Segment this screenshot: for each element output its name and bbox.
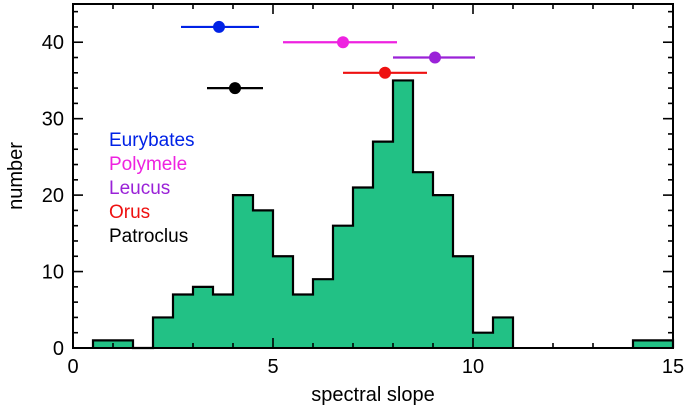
legend-patroclus: Patroclus: [109, 226, 188, 247]
x-tick-label: 5: [267, 356, 278, 378]
legend: Eurybates Polymele Leucus Orus Patroclus: [109, 130, 195, 247]
polymele-point: [337, 36, 349, 49]
histogram-bar: [333, 225, 353, 348]
legend-leucus: Leucus: [109, 178, 170, 199]
orus-point: [379, 66, 391, 79]
histogram-bar: [353, 187, 373, 348]
histogram-bar: [473, 332, 493, 348]
histogram-bar: [413, 172, 433, 348]
histogram-bar: [313, 279, 333, 348]
y-tick-label: 30: [42, 109, 64, 131]
histogram-bar: [373, 141, 393, 348]
histogram-bar: [633, 340, 673, 348]
legend-orus: Orus: [109, 202, 150, 223]
legend-polymele: Polymele: [109, 154, 187, 175]
histogram-bar: [453, 256, 473, 348]
histogram-bar: [393, 80, 413, 348]
y-tick-label: 10: [42, 262, 64, 284]
y-axis-label: number: [5, 142, 27, 210]
legend-eurybates: Eurybates: [109, 130, 195, 151]
histogram-bar: [213, 294, 233, 348]
histogram-bar: [253, 210, 273, 348]
histogram-bar: [273, 256, 293, 348]
histogram-bar: [293, 294, 313, 348]
x-axis-label: spectral slope: [311, 384, 434, 406]
y-tick-label: 0: [53, 338, 64, 360]
y-tick-label: 20: [42, 185, 64, 207]
error-bar-markers: [181, 20, 475, 95]
eurybates-point: [213, 20, 225, 33]
patroclus-point: [229, 82, 241, 95]
histogram-bar: [233, 195, 253, 348]
y-axis-ticks: 0 10 20 30 40: [42, 10, 673, 360]
histogram-bars: [91, 79, 675, 350]
plot-frame: [72, 3, 674, 349]
y-tick-label: 40: [42, 32, 64, 54]
x-tick-label: 0: [67, 356, 78, 378]
plot-border: [72, 3, 674, 349]
histogram-bar: [493, 317, 513, 348]
x-tick-label: 10: [462, 356, 484, 378]
histogram-bar: [153, 317, 173, 348]
histogram-bar: [173, 294, 193, 348]
histogram-bar: [433, 195, 453, 348]
histogram-bar: [193, 286, 213, 348]
leucus-point: [429, 51, 441, 64]
x-axis-ticks: 0 5 10 15: [67, 4, 684, 378]
x-tick-label: 15: [662, 356, 684, 378]
